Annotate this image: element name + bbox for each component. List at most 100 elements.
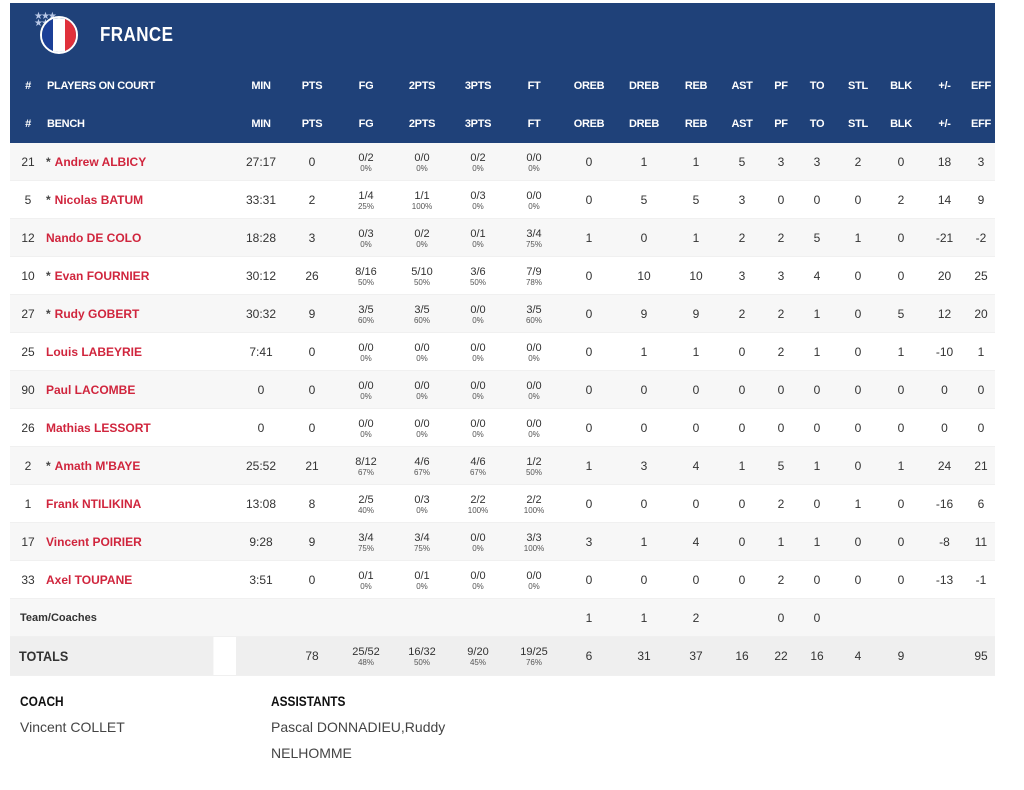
player-3pts-made: 0/0 [470, 341, 486, 354]
player-name-cell[interactable]: Frank NTILIKINA [46, 484, 236, 523]
player-name-link[interactable]: Mathias LESSORT [46, 420, 151, 435]
player-3pts-pct: 0% [472, 315, 484, 325]
player-name-link[interactable]: Evan FOURNIER [54, 268, 150, 283]
player-to: 4 [798, 256, 836, 295]
player-number: 2 [10, 446, 46, 485]
player-3pts-made: 3/6 [470, 265, 486, 278]
starter-star-icon: * [46, 154, 51, 169]
player-name-link[interactable]: Rudy GOBERT [54, 306, 140, 321]
player-stl: 0 [836, 560, 880, 599]
player-reb: 9 [672, 294, 720, 333]
player-oreb: 1 [562, 446, 616, 485]
player-ft-pct: 60% [525, 315, 542, 325]
player-name-cell[interactable]: Nando DE COLO [46, 218, 236, 257]
player-2pts: 0/0 0% [394, 143, 450, 181]
player-pm: 18 [922, 143, 967, 181]
player-ft-made: 0/0 [526, 569, 542, 582]
player-fg-made: 3/5 [358, 303, 374, 316]
player-3pts: 0/0 0% [450, 522, 506, 561]
player-ast: 3 [720, 256, 764, 295]
player-ft: 7/9 78% [506, 256, 562, 295]
player-pf: 3 [764, 143, 798, 181]
player-name-cell[interactable]: Vincent POIRIER [46, 522, 236, 561]
player-3pts-made: 4/6 [470, 455, 486, 468]
player-fg-pct: 0% [360, 239, 372, 249]
player-name-cell[interactable]: Paul LACOMBE [46, 370, 236, 409]
player-pm: -13 [922, 560, 967, 599]
totals-dreb: 31 [616, 636, 672, 676]
player-2pts-made: 3/5 [414, 303, 430, 316]
player-number: 90 [10, 370, 46, 409]
player-ft: 3/3 100% [506, 522, 562, 561]
player-name-link[interactable]: Amath M'BAYE [54, 458, 141, 473]
bench-col-header-15: EFF [967, 105, 995, 143]
player-stl: 0 [836, 370, 880, 409]
player-name-link[interactable]: Paul LACOMBE [46, 382, 136, 397]
player-name-cell[interactable]: * Evan FOURNIER [46, 256, 236, 295]
player-2pts-made: 0/0 [414, 379, 430, 392]
player-number: 27 [10, 294, 46, 333]
starters-label-header: PLAYERS ON COURT [46, 67, 236, 105]
player-ast: 3 [720, 180, 764, 219]
player-name-link[interactable]: Vincent POIRIER [46, 534, 142, 549]
player-pts: 0 [286, 560, 338, 599]
player-name-cell[interactable]: Axel TOUPANE [46, 560, 236, 599]
player-eff: 9 [967, 180, 995, 219]
player-name-link[interactable]: Louis LABEYRIE [46, 344, 143, 359]
player-name-link[interactable]: Axel TOUPANE [46, 572, 133, 587]
assistants-names-line1: Pascal DONNADIEU,Ruddy [271, 719, 446, 735]
player-pm: -10 [922, 332, 967, 371]
player-name-cell[interactable]: * Amath M'BAYE [46, 446, 236, 485]
player-eff: 20 [967, 294, 995, 333]
player-min: 27:17 [236, 143, 286, 181]
player-3pts-made: 0/0 [470, 379, 486, 392]
player-stl: 0 [836, 446, 880, 485]
player-3pts: 0/0 0% [450, 408, 506, 447]
player-pm: 0 [922, 408, 967, 447]
player-dreb: 0 [616, 560, 672, 599]
player-pf: 2 [764, 294, 798, 333]
player-number: 10 [10, 256, 46, 295]
player-2pts-pct: 60% [413, 315, 430, 325]
player-min: 7:41 [236, 332, 286, 371]
player-fg: 3/4 75% [338, 522, 394, 561]
player-reb: 0 [672, 484, 720, 523]
player-name-cell[interactable]: * Nicolas BATUM [46, 180, 236, 219]
player-reb: 10 [672, 256, 720, 295]
player-fg: 0/0 0% [338, 332, 394, 371]
team-oreb: 1 [562, 598, 616, 637]
player-row: 2 * Amath M'BAYE 25:52 21 8/12 67% 4/6 67% 4/6 67%… [10, 446, 995, 485]
player-dreb: 0 [616, 370, 672, 409]
player-dreb: 3 [616, 446, 672, 485]
player-3pts-made: 0/1 [470, 227, 486, 240]
player-name-cell[interactable]: * Rudy GOBERT [46, 294, 236, 333]
starters-col-header-14: +/- [922, 67, 967, 105]
player-ft: 1/2 50% [506, 446, 562, 485]
player-name-cell[interactable]: Mathias LESSORT [46, 408, 236, 447]
player-number: 12 [10, 218, 46, 257]
player-number: 21 [10, 143, 46, 181]
player-row: 17 Vincent POIRIER 9:28 9 3/4 75% 3/4 75% 0/0 0% 3… [10, 522, 995, 561]
player-stl: 0 [836, 294, 880, 333]
player-oreb: 0 [562, 370, 616, 409]
player-ft-made: 0/0 [526, 417, 542, 430]
player-name-cell[interactable]: * Andrew ALBICY [46, 143, 236, 181]
player-3pts-pct: 50% [469, 277, 486, 287]
player-ft-pct: 50% [525, 467, 542, 477]
player-fg: 0/3 0% [338, 218, 394, 257]
player-to: 1 [798, 446, 836, 485]
player-2pts: 1/1 100% [394, 180, 450, 219]
player-name-link[interactable]: Andrew ALBICY [54, 154, 147, 169]
coach-name: Vincent COLLET [20, 719, 125, 735]
player-name-link[interactable]: Nando DE COLO [46, 230, 142, 245]
player-row: 10 * Evan FOURNIER 30:12 26 8/16 50% 5/10 50% 3/6… [10, 256, 995, 295]
player-ast: 0 [720, 332, 764, 371]
player-name-cell[interactable]: Louis LABEYRIE [46, 332, 236, 371]
bench-col-header-0: MIN [236, 105, 286, 143]
player-oreb: 0 [562, 560, 616, 599]
player-name-link[interactable]: Frank NTILIKINA [46, 496, 142, 511]
player-ft-pct: 75% [525, 239, 542, 249]
player-to: 3 [798, 143, 836, 181]
player-reb: 0 [672, 560, 720, 599]
player-name-link[interactable]: Nicolas BATUM [54, 192, 144, 207]
